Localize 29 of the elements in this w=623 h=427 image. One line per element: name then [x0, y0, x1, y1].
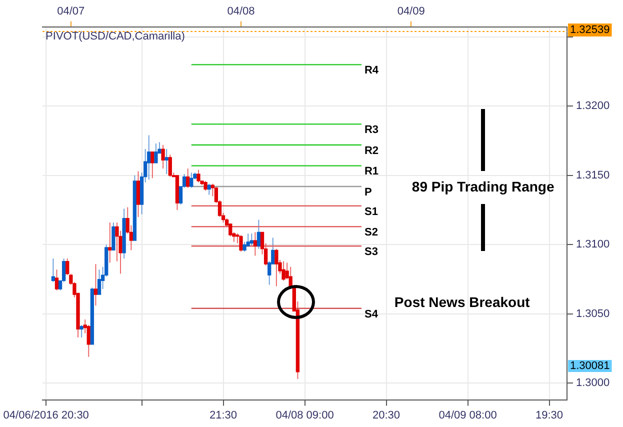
- series-label: S4: [364, 308, 379, 320]
- x2-tick-label: 04/07: [57, 6, 85, 18]
- series-label: S3: [364, 246, 378, 258]
- series-label: R2: [364, 144, 379, 157]
- y-tick-label: 1.3200: [576, 100, 610, 112]
- series-label: S1: [364, 206, 378, 218]
- x-tick-label: 21:30: [210, 409, 238, 422]
- x-tick-label: 19:30: [536, 409, 564, 422]
- annotation: Post News Breakout: [394, 294, 530, 310]
- x-tick-label: 04/08 09:00: [276, 409, 334, 422]
- x-tick-label: 20:30: [372, 409, 400, 422]
- series-label: P: [364, 186, 372, 199]
- x-tick-label: 04/06/2016 20:30: [3, 409, 89, 422]
- series-label: S2: [364, 226, 378, 239]
- x-tick-label: 04/09 08:00: [438, 409, 497, 422]
- y-tick-label: 1.3100: [576, 238, 610, 251]
- x2-tick-label: 04/08: [227, 6, 255, 18]
- candlestick: [228, 223, 232, 237]
- series-label: R3: [364, 124, 379, 136]
- chart-title: PIVOT(USD/CAD,Camarilla): [46, 30, 185, 43]
- y-tick-label: 1.3000: [576, 377, 610, 390]
- annotation: 89 Pip Trading Range: [412, 178, 554, 194]
- y-tick-label: 1.3050: [576, 308, 610, 320]
- y-tick-label: 1.3150: [576, 169, 610, 182]
- text: 1.30081: [570, 360, 610, 372]
- ref-line-label: 1.32539: [570, 24, 610, 36]
- x2-tick-label: 04/09: [397, 6, 425, 18]
- series-label: R1: [364, 166, 379, 178]
- series-label: R4: [364, 64, 380, 77]
